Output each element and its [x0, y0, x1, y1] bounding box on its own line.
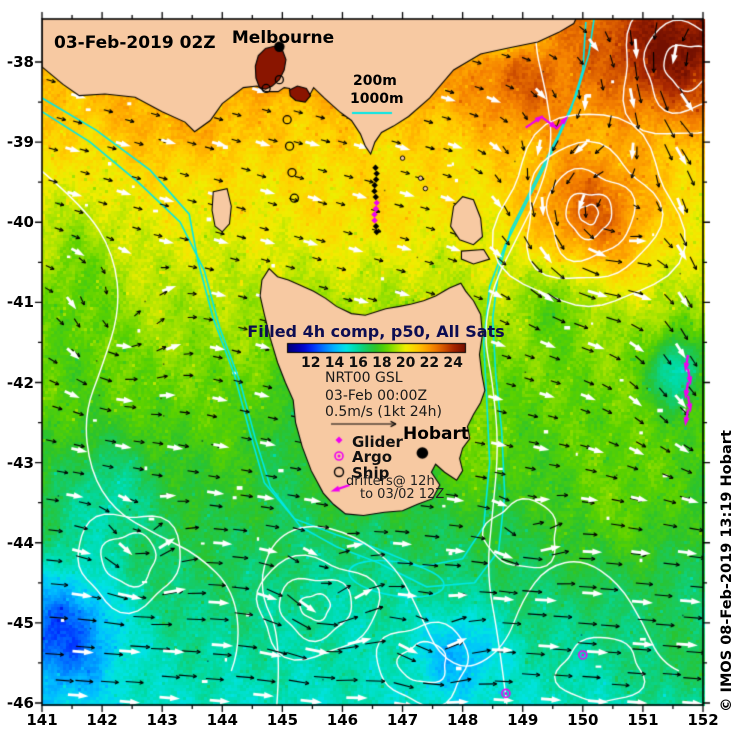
x-axis-tick-label: 145 — [266, 711, 299, 729]
y-axis-tick-label: -45 — [6, 613, 34, 632]
imos-attribution: © IMOS 08-Feb-2019 13:19 Hobart — [719, 430, 735, 712]
map-datetime-label: 03-Feb-2019 02Z — [54, 33, 216, 53]
legend-vector-scale-label: 0.5m/s (1kt 24h) — [325, 404, 442, 420]
colorbar-tick-label: 20 — [395, 355, 416, 371]
x-axis-tick-label: 152 — [687, 711, 719, 729]
y-axis-tick-label: -39 — [6, 133, 34, 152]
y-axis-tick-label: -44 — [6, 533, 34, 552]
y-axis-tick-label: -38 — [6, 53, 34, 71]
colorbar-tick-label: 24 — [443, 355, 463, 371]
colorbar-tick-label: 22 — [419, 355, 440, 371]
legend-drifters-note: drifters@ 12h — [346, 474, 435, 489]
x-axis-tick-label: 147 — [386, 711, 419, 729]
depth-contour-label-1000m: 1000m — [350, 91, 404, 107]
colorbar-tick-label: 18 — [372, 355, 392, 371]
y-axis-tick-label: -42 — [6, 373, 34, 392]
city-label-hobart: Hobart — [402, 424, 470, 444]
depth-contour-label-200m: 200m — [353, 73, 397, 89]
legend-ship-label: Ship — [352, 464, 390, 482]
x-axis-tick-label: 143 — [146, 711, 178, 729]
y-axis-tick-label: -46 — [6, 694, 34, 712]
legend-product-label: NRT00 GSL — [325, 370, 403, 386]
legend-datetime-label: 03-Feb 00:00Z — [325, 388, 428, 404]
x-axis-tick-label: 151 — [627, 711, 659, 729]
x-axis-tick-label: 148 — [446, 711, 479, 729]
y-axis-tick-label: -41 — [6, 293, 34, 312]
y-axis-tick-label: -43 — [6, 453, 34, 472]
y-axis-tick-label: -40 — [6, 213, 34, 232]
city-label-melbourne: Melbourne — [231, 28, 335, 48]
colorbar-tick-label: 16 — [348, 355, 368, 371]
x-axis-tick-label: 150 — [567, 711, 599, 729]
legend-drifters-note-2: to 03/02 12Z — [360, 487, 445, 502]
x-axis-tick-label: 144 — [206, 711, 238, 729]
x-axis-tick-label: 141 — [26, 711, 58, 729]
x-axis-tick-label: 142 — [86, 711, 118, 729]
legend-argo-label: Argo — [352, 448, 393, 466]
colorbar-title: Filled 4h comp, p50, All Sats — [247, 322, 505, 341]
colorbar-tick-label: 14 — [324, 355, 345, 371]
legend-glider-label: Glider — [352, 433, 403, 451]
colorbar-tick-label: 12 — [300, 355, 321, 371]
x-axis-tick-label: 149 — [507, 711, 539, 729]
x-axis-tick-label: 146 — [326, 711, 359, 729]
